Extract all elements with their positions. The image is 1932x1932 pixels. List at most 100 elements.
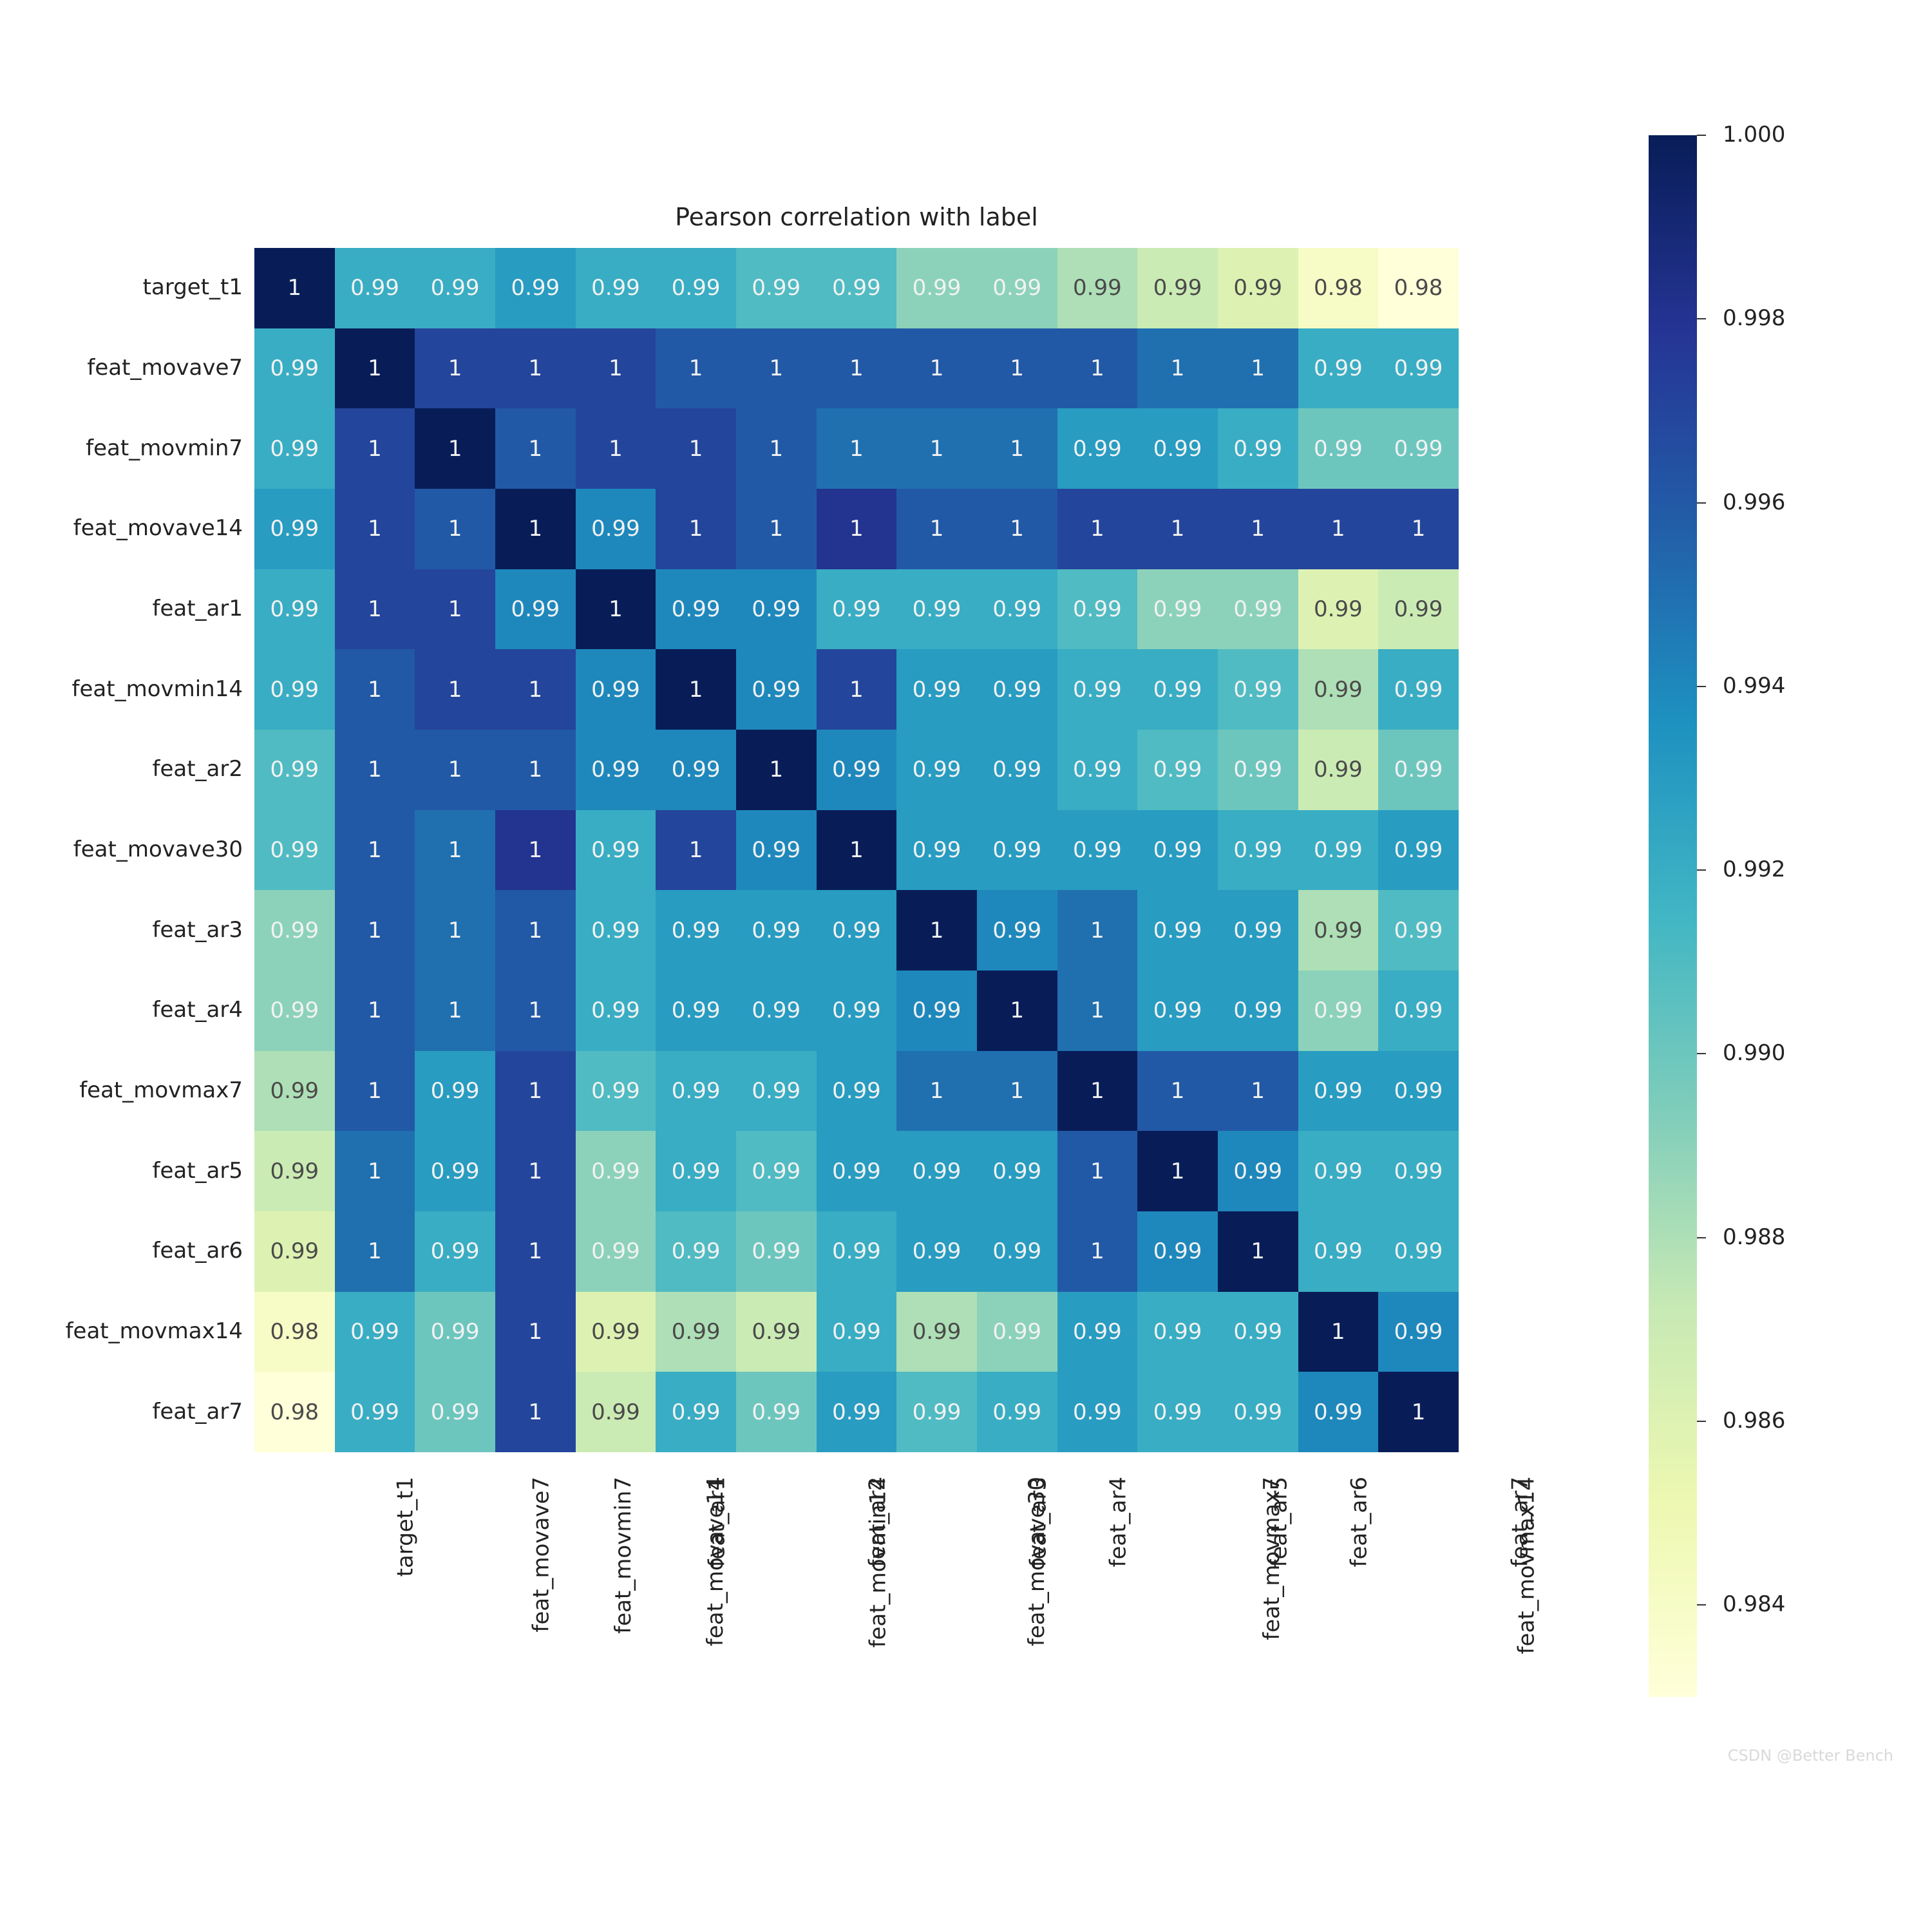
cell-value: 0.99 [752, 596, 800, 622]
heatmap-cell: 0.99 [576, 730, 656, 810]
cell-value: 0.99 [591, 757, 640, 782]
heatmap-cell: 0.99 [1218, 1372, 1298, 1452]
heatmap-cell: 0.99 [576, 489, 656, 569]
heatmap-cell: 1 [896, 489, 977, 569]
cell-value: 0.99 [752, 1078, 800, 1104]
heatmap-cell: 0.99 [415, 1211, 495, 1292]
cell-value: 1 [849, 516, 864, 542]
cell-value: 0.99 [913, 1319, 961, 1345]
cell-value: 0.99 [913, 837, 961, 863]
heatmap-cell: 0.99 [817, 1372, 897, 1452]
heatmap-cell: 0.98 [254, 1292, 335, 1372]
cell-value: 1 [609, 596, 623, 622]
cell-value: 0.99 [1153, 596, 1202, 622]
cell-value: 0.99 [591, 1399, 640, 1425]
heatmap-cell: 1 [495, 1292, 576, 1372]
cell-value: 0.98 [270, 1399, 319, 1425]
cell-value: 0.99 [591, 1159, 640, 1184]
heatmap-cell: 0.99 [817, 1211, 897, 1292]
heatmap-cell: 1 [335, 971, 415, 1051]
heatmap-cell: 0.99 [1298, 810, 1379, 891]
heatmap-cell: 1 [736, 328, 817, 409]
heatmap-cell: 1 [495, 408, 576, 489]
heatmap-cell: 0.99 [656, 569, 736, 650]
heatmap-cell: 0.99 [1057, 730, 1138, 810]
heatmap-cell: 1 [1298, 1292, 1379, 1372]
cell-value: 1 [368, 757, 382, 782]
cell-value: 1 [528, 837, 542, 863]
y-axis-label: feat_ar6 [153, 1238, 243, 1264]
heatmap-cell: 1 [576, 328, 656, 409]
heatmap-cell: 1 [1057, 1051, 1138, 1132]
cell-value: 0.99 [1314, 918, 1363, 943]
cell-value: 0.99 [1314, 596, 1363, 622]
heatmap-cell: 0.99 [254, 489, 335, 569]
heatmap-cell: 0.99 [656, 1292, 736, 1372]
cell-value: 0.99 [752, 918, 800, 943]
heatmap-cell: 0.99 [736, 1131, 817, 1211]
cell-value: 0.99 [672, 1078, 721, 1104]
heatmap-cell: 0.99 [254, 810, 335, 891]
cell-value: 1 [1090, 918, 1104, 943]
heatmap-cell: 0.99 [1298, 971, 1379, 1051]
heatmap-cell: 0.99 [896, 971, 977, 1051]
heatmap-cell: 0.99 [1057, 569, 1138, 650]
heatmap-cell: 0.99 [896, 1131, 977, 1211]
cell-value: 1 [769, 436, 783, 462]
heatmap-cell: 0.99 [896, 1211, 977, 1292]
cell-value: 0.99 [1314, 837, 1363, 863]
cell-value: 0.99 [350, 275, 399, 301]
heatmap-cell: 0.99 [1378, 810, 1459, 891]
cell-value: 0.99 [832, 1399, 881, 1425]
heatmap-cell: 0.99 [817, 248, 897, 328]
cell-value: 0.99 [350, 1399, 399, 1425]
cell-value: 1 [1090, 516, 1104, 542]
cell-value: 0.99 [992, 677, 1041, 703]
heatmap-cell: 0.99 [736, 810, 817, 891]
cell-value: 1 [368, 837, 382, 863]
heatmap-cell: 0.99 [656, 248, 736, 328]
heatmap-cell: 0.99 [1218, 1131, 1298, 1211]
cell-value: 0.99 [1394, 355, 1443, 381]
cell-value: 0.99 [913, 677, 961, 703]
cell-value: 0.99 [1073, 436, 1122, 462]
cell-value: 0.99 [913, 998, 961, 1023]
heatmap-cell: 0.99 [736, 1372, 817, 1452]
heatmap-cell: 1 [656, 328, 736, 409]
cell-value: 0.99 [832, 275, 881, 301]
heatmap-cell: 0.99 [656, 1131, 736, 1211]
cell-value: 0.99 [1233, 436, 1282, 462]
cell-value: 0.99 [1394, 677, 1443, 703]
cell-value: 0.99 [1233, 677, 1282, 703]
heatmap-cell: 1 [335, 810, 415, 891]
cell-value: 0.99 [591, 918, 640, 943]
x-axis-label: feat_ar4 [1106, 1477, 1132, 1567]
cell-value: 0.99 [1073, 677, 1122, 703]
heatmap-cell: 1 [415, 408, 495, 489]
cell-value: 0.99 [752, 1159, 800, 1184]
cell-value: 1 [689, 355, 703, 381]
heatmap-cell: 0.99 [415, 1131, 495, 1211]
cell-value: 1 [368, 1159, 382, 1184]
heatmap-cell: 1 [335, 328, 415, 409]
heatmap-cell: 1 [335, 1211, 415, 1292]
cell-value: 1 [368, 998, 382, 1023]
heatmap-cell: 0.99 [576, 248, 656, 328]
colorbar-tick-mark [1697, 869, 1706, 871]
y-axis-labels: target_t1feat_movave7feat_movmin7feat_mo… [0, 248, 243, 1452]
heatmap-cell: 0.99 [254, 1051, 335, 1132]
cell-value: 0.99 [1153, 1238, 1202, 1264]
heatmap-cell: 0.99 [1298, 730, 1379, 810]
heatmap-cell: 1 [656, 408, 736, 489]
cell-value: 1 [689, 436, 703, 462]
cell-value: 0.99 [913, 596, 961, 622]
colorbar-tick-mark [1697, 686, 1706, 687]
cell-value: 0.99 [752, 998, 800, 1023]
heatmap-cell: 1 [1057, 489, 1138, 569]
heatmap-cell: 0.99 [495, 569, 576, 650]
heatmap-cell: 0.99 [335, 1292, 415, 1372]
heatmap-cell: 0.99 [254, 730, 335, 810]
heatmap-cell: 0.99 [817, 890, 897, 971]
heatmap-cell: 0.99 [576, 1292, 656, 1372]
cell-value: 0.99 [1153, 1399, 1202, 1425]
